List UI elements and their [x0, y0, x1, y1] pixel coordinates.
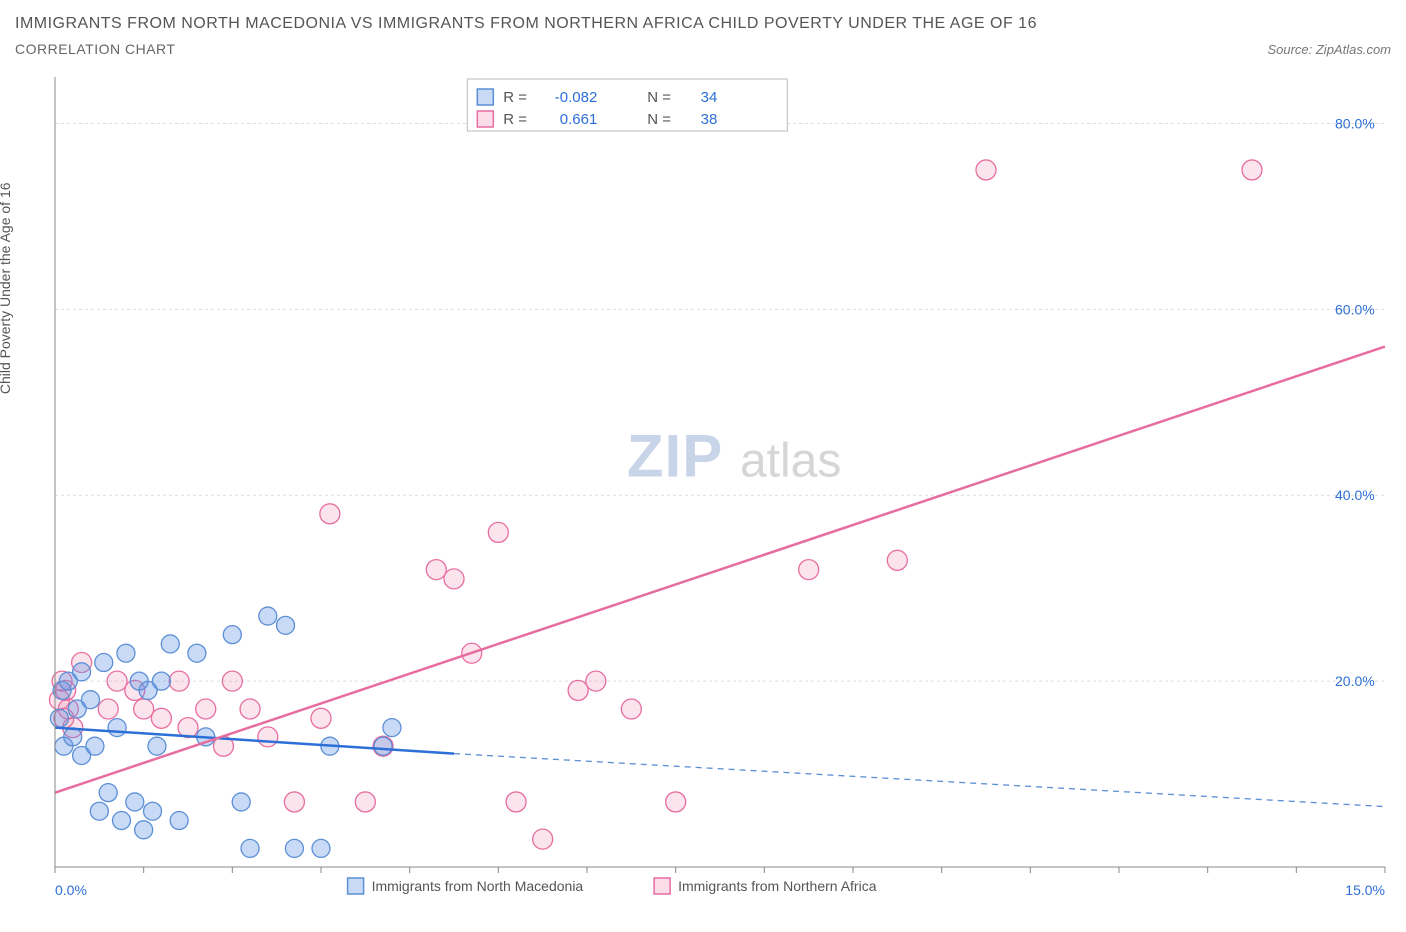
data-point	[311, 708, 331, 728]
y-tick-label: 40.0%	[1335, 487, 1375, 503]
data-point	[284, 792, 304, 812]
chart-subtitle: CORRELATION CHART	[15, 41, 1037, 57]
data-point	[148, 737, 166, 755]
legend-n-label: N =	[647, 89, 671, 106]
data-point	[444, 569, 464, 589]
data-point	[152, 672, 170, 690]
legend-n-value: 38	[701, 111, 718, 128]
legend-r-label: R =	[503, 111, 527, 128]
data-point	[426, 560, 446, 580]
data-point	[222, 671, 242, 691]
data-point	[64, 728, 82, 746]
data-point	[126, 793, 144, 811]
data-point	[320, 504, 340, 524]
legend-n-label: N =	[647, 111, 671, 128]
data-point	[312, 839, 330, 857]
data-point	[151, 708, 171, 728]
legend-n-value: 34	[701, 89, 718, 106]
data-point	[98, 699, 118, 719]
data-point	[134, 699, 154, 719]
data-point	[488, 522, 508, 542]
legend-swatch	[477, 111, 493, 127]
data-point	[568, 680, 588, 700]
data-point	[240, 699, 260, 719]
y-tick-label: 60.0%	[1335, 301, 1375, 317]
data-point	[169, 671, 189, 691]
data-point	[86, 737, 104, 755]
data-point	[383, 719, 401, 737]
legend-r-label: R =	[503, 89, 527, 106]
legend-series-label: Immigrants from Northern Africa	[678, 878, 877, 894]
data-point	[223, 626, 241, 644]
legend-swatch	[477, 89, 493, 105]
data-point	[799, 560, 819, 580]
data-point	[586, 671, 606, 691]
data-point	[170, 812, 188, 830]
data-point	[259, 607, 277, 625]
data-point	[73, 663, 91, 681]
legend-swatch	[348, 878, 364, 894]
legend-swatch	[654, 878, 670, 894]
data-point	[374, 737, 392, 755]
data-point	[50, 709, 68, 727]
chart-title: IMMIGRANTS FROM NORTH MACEDONIA VS IMMIG…	[15, 15, 1037, 33]
data-point	[95, 654, 113, 672]
legend-r-value: 0.661	[560, 111, 598, 128]
data-point	[113, 812, 131, 830]
data-point	[161, 635, 179, 653]
data-point	[285, 839, 303, 857]
data-point	[976, 160, 996, 180]
correlation-scatter-chart: Child Poverty Under the Age of 16 ZIPatl…	[15, 67, 1391, 917]
data-point	[232, 793, 250, 811]
data-point	[188, 644, 206, 662]
data-point	[81, 691, 99, 709]
data-point	[666, 792, 686, 812]
data-point	[241, 839, 259, 857]
trendline-pink	[55, 347, 1385, 793]
data-point	[887, 550, 907, 570]
y-axis-label: Child Poverty Under the Age of 16	[0, 182, 13, 394]
data-point	[1242, 160, 1262, 180]
data-point	[533, 829, 553, 849]
y-tick-label: 20.0%	[1335, 673, 1375, 689]
watermark: atlas	[740, 435, 841, 488]
trendline-blue-extrapolated	[454, 754, 1385, 807]
data-point	[135, 821, 153, 839]
data-point	[117, 644, 135, 662]
data-point	[258, 727, 278, 747]
x-tick-label: 15.0%	[1345, 882, 1385, 898]
watermark: ZIP	[627, 423, 723, 490]
source-attribution: Source: ZipAtlas.com	[1267, 42, 1391, 57]
data-point	[355, 792, 375, 812]
data-point	[196, 699, 216, 719]
legend-series-label: Immigrants from North Macedonia	[372, 878, 584, 894]
data-point	[144, 802, 162, 820]
data-point	[506, 792, 526, 812]
data-point	[99, 784, 117, 802]
y-tick-label: 80.0%	[1335, 115, 1375, 131]
legend-r-value: -0.082	[555, 89, 598, 106]
data-point	[277, 616, 295, 634]
data-point	[107, 671, 127, 691]
data-point	[108, 719, 126, 737]
x-tick-label: 0.0%	[55, 882, 87, 898]
chart-svg: ZIP atlas 0.0% 15.0% 20.0% 40.0% 60.0% 80.0% R =…	[15, 67, 1391, 917]
data-point	[90, 802, 108, 820]
data-point	[621, 699, 641, 719]
